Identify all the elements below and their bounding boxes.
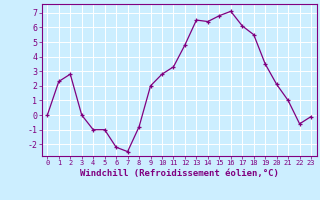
X-axis label: Windchill (Refroidissement éolien,°C): Windchill (Refroidissement éolien,°C) (80, 169, 279, 178)
